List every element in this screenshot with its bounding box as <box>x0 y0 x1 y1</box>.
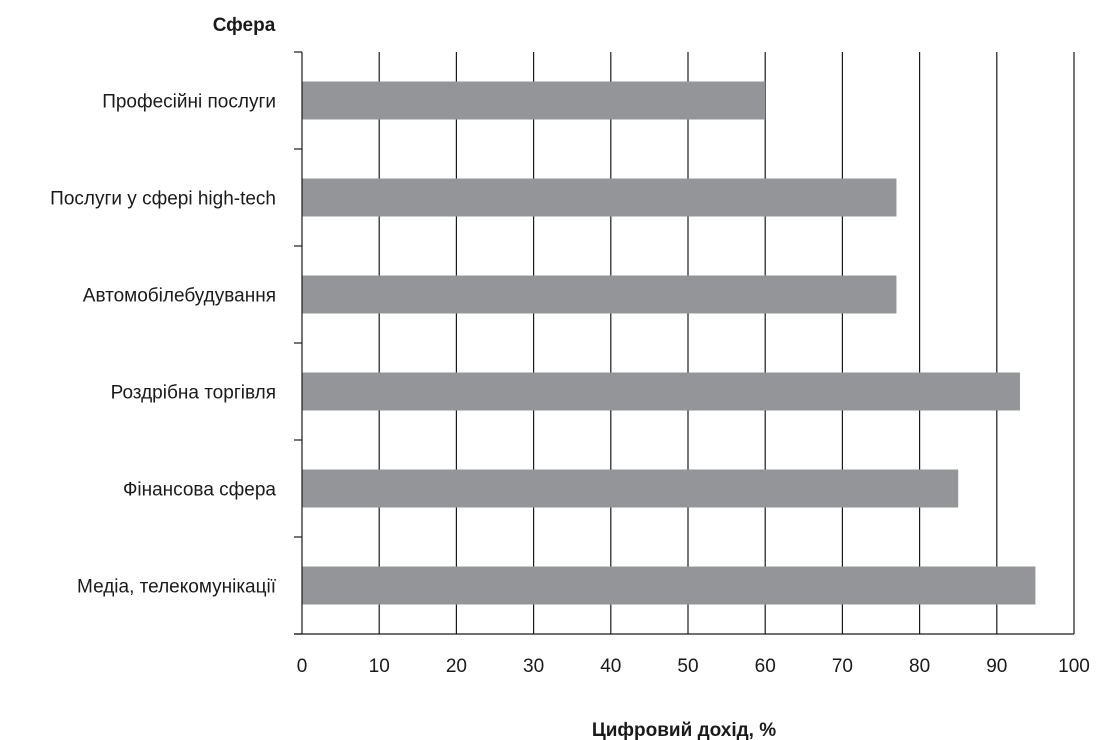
x-tick-label: 0 <box>297 656 308 677</box>
x-tick-label: 70 <box>832 656 853 677</box>
x-tick-label: 80 <box>909 656 930 677</box>
category-label: Роздрібна торгівля <box>111 383 276 404</box>
x-tick-label: 60 <box>755 656 776 677</box>
category-label: Послуги у сфері high-tech <box>50 189 276 210</box>
gridlines <box>378 52 1075 634</box>
x-axis-title: Цифровий дохід, % <box>592 720 776 740</box>
x-tick-label: 10 <box>369 656 390 677</box>
category-label: Автомобілебудування <box>83 286 276 307</box>
category-label: Фінансова сфера <box>123 480 276 501</box>
x-tick-labels: 0 10 20 30 40 50 60 70 80 90 100 <box>297 656 1090 677</box>
x-tick-label: 40 <box>600 656 621 677</box>
y-axis-title: Сфера <box>213 15 276 36</box>
bar <box>302 372 1020 411</box>
y-axis-ticks <box>294 51 302 635</box>
category-label: Медіа, телекомунікації <box>77 577 277 598</box>
x-tick-label: 30 <box>523 656 544 677</box>
category-labels: Професійні послуги Послуги у сфері high-t… <box>50 92 277 598</box>
bar <box>302 275 897 314</box>
bar <box>302 178 897 217</box>
x-tick-label: 100 <box>1058 656 1090 677</box>
bar <box>302 81 766 120</box>
bars <box>302 81 1036 605</box>
x-tick-label: 90 <box>986 656 1007 677</box>
category-label: Професійні послуги <box>102 92 276 113</box>
x-tick-label: 50 <box>677 656 698 677</box>
bar <box>302 469 959 508</box>
bar <box>302 566 1036 605</box>
x-tick-label: 20 <box>446 656 467 677</box>
